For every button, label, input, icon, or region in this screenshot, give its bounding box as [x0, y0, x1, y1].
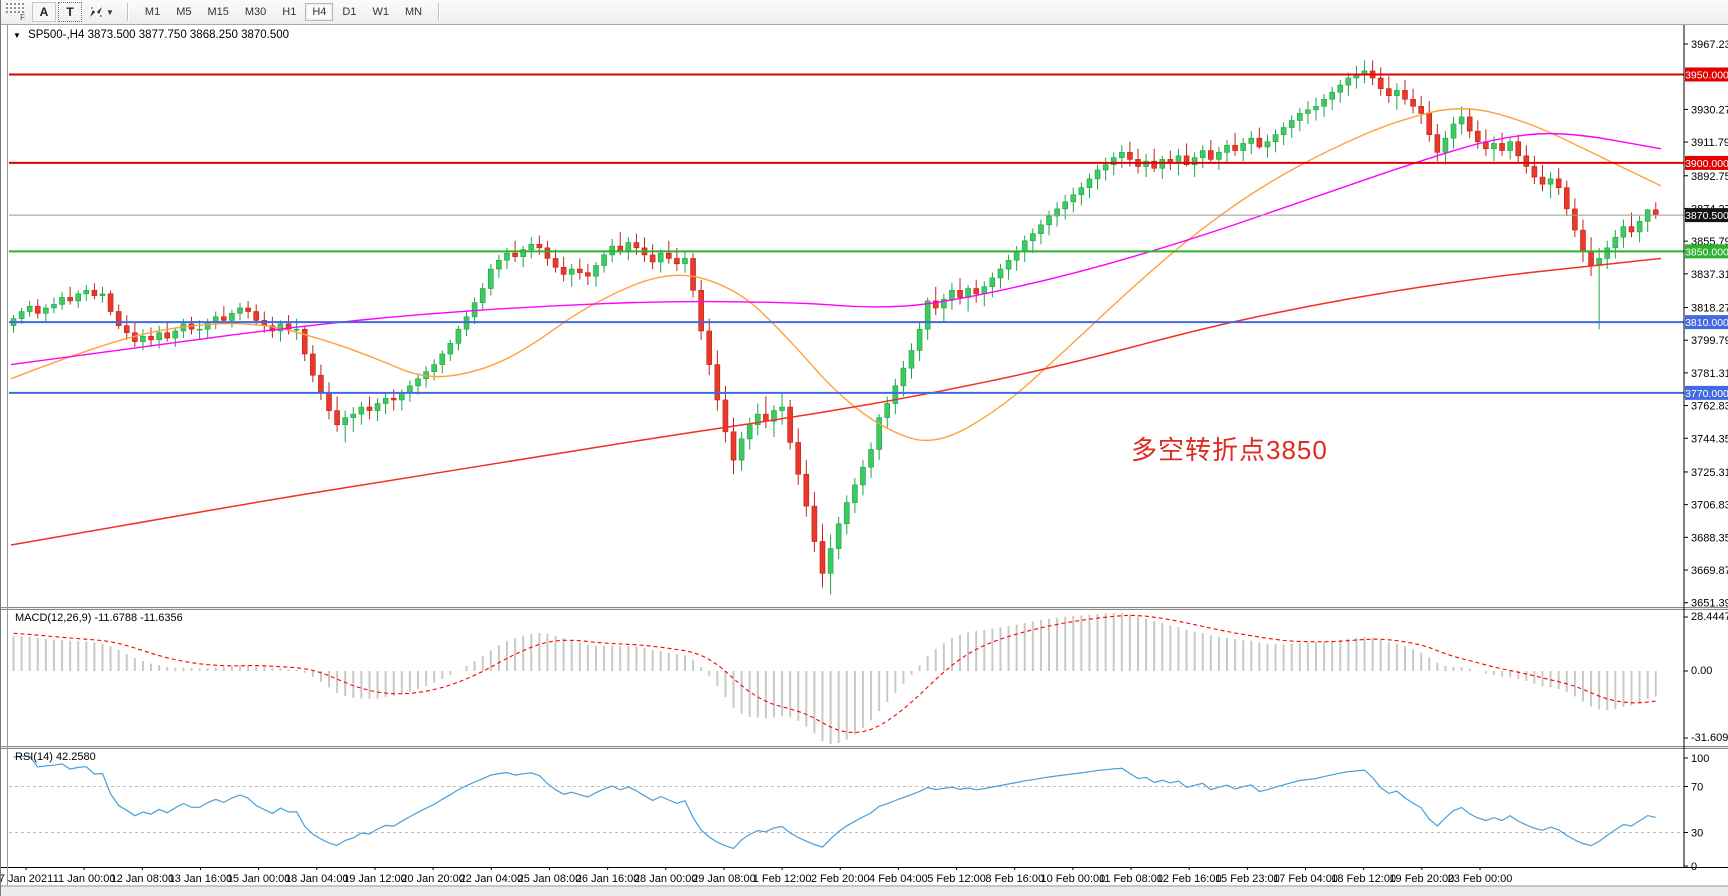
svg-text:23 Feb 00:00: 23 Feb 00:00: [1448, 873, 1513, 885]
svg-text:25 Jan 08:00: 25 Jan 08:00: [518, 873, 582, 885]
candles-layer: [10, 60, 1659, 595]
timeframe-h4-button[interactable]: H4: [305, 3, 334, 21]
toolbar-separator: [126, 3, 129, 21]
toolbar-separator-end: [438, 3, 441, 21]
price-badge-3900: [1685, 155, 1728, 170]
price-axis[interactable]: 3967.2303930.2703911.7903892.7503874.270…: [1683, 24, 1728, 873]
chart-title: ▼ SP500-,H4 3873.500 3877.750 3868.250 3…: [13, 29, 289, 41]
bid-price-badge: [1685, 208, 1728, 223]
svg-text:3967.230: 3967.230: [1691, 39, 1728, 51]
svg-text:3669.870: 3669.870: [1691, 565, 1728, 577]
svg-text:3810.000: 3810.000: [1685, 317, 1728, 329]
svg-text:3911.790: 3911.790: [1691, 137, 1728, 149]
svg-text:1 Feb 12:00: 1 Feb 12:00: [753, 873, 812, 885]
timeframe-m15-button[interactable]: M15: [200, 3, 235, 21]
timeframe-m1-button[interactable]: M1: [138, 3, 167, 21]
toolbar: F A T ▼ M1 M5 M15 M30 H1 H4 D1 W1 MN: [1, 0, 1728, 25]
grip-f-label: F: [20, 13, 25, 22]
price-badge-3810: [1685, 315, 1728, 330]
svg-text:11 Feb 08:00: 11 Feb 08:00: [1099, 873, 1163, 885]
svg-text:26 Jan 16:00: 26 Jan 16:00: [576, 873, 640, 885]
price-badge-3850: [1685, 244, 1728, 259]
svg-text:11 Jan 00:00: 11 Jan 00:00: [53, 873, 116, 885]
timeframe-mn-button[interactable]: MN: [398, 3, 429, 21]
svg-text:22 Jan 04:00: 22 Jan 04:00: [459, 873, 523, 885]
svg-text:3930.270: 3930.270: [1691, 104, 1728, 116]
svg-text:29 Jan 08:00: 29 Jan 08:00: [692, 873, 756, 885]
svg-text:100: 100: [1691, 753, 1709, 765]
svg-text:3818.270: 3818.270: [1691, 303, 1728, 315]
status-strip: [1, 886, 1728, 896]
svg-text:3799.790: 3799.790: [1691, 335, 1728, 347]
macd-panel: [12, 613, 1657, 744]
rsi-indicator-label: RSI(14) 42.2580: [15, 751, 96, 763]
dropdown-caret-icon: ▼: [106, 7, 114, 17]
text-label-tool-button[interactable]: T: [58, 2, 82, 22]
svg-text:19 Jan 12:00: 19 Jan 12:00: [343, 873, 407, 885]
svg-text:3900.000: 3900.000: [1685, 158, 1728, 170]
price-badge-3950: [1685, 67, 1728, 82]
svg-text:4 Feb 04:00: 4 Feb 04:00: [869, 873, 928, 885]
fast-ma-orange: [10, 108, 1662, 442]
slow-ma-red: [10, 257, 1662, 546]
svg-text:2 Feb 20:00: 2 Feb 20:00: [811, 873, 870, 885]
timeframe-w1-button[interactable]: W1: [365, 3, 396, 21]
svg-text:-31.6096: -31.6096: [1691, 732, 1728, 744]
timeframe-m30-button[interactable]: M30: [238, 3, 273, 21]
svg-text:13 Jan 16:00: 13 Jan 16:00: [169, 873, 233, 885]
collapse-arrow-icon[interactable]: ▼: [13, 31, 21, 40]
svg-text:5 Feb 12:00: 5 Feb 12:00: [927, 873, 986, 885]
timeframe-h1-button[interactable]: H1: [275, 3, 303, 21]
svg-text:3706.830: 3706.830: [1691, 500, 1728, 512]
svg-text:0.00: 0.00: [1691, 665, 1712, 677]
text-annotation-button[interactable]: A: [32, 2, 56, 22]
svg-text:3781.310: 3781.310: [1691, 368, 1728, 380]
symbol-period-label: SP500-,H4: [28, 29, 85, 41]
svg-text:15 Jan 00:00: 15 Jan 00:00: [227, 873, 291, 885]
svg-text:3770.000: 3770.000: [1685, 388, 1728, 400]
chart-annotation-text: 多空转折点3850: [1131, 435, 1328, 465]
svg-text:3744.350: 3744.350: [1691, 433, 1728, 445]
svg-text:28.4447: 28.4447: [1691, 611, 1728, 623]
rsi-line: [13, 755, 1656, 850]
toolbar-grip[interactable]: F: [5, 2, 25, 22]
svg-text:3892.750: 3892.750: [1691, 171, 1728, 183]
svg-text:3651.390: 3651.390: [1691, 598, 1728, 610]
svg-text:10 Feb 00:00: 10 Feb 00:00: [1040, 873, 1105, 885]
svg-text:12 Feb 16:00: 12 Feb 16:00: [1157, 873, 1222, 885]
svg-text:70: 70: [1691, 782, 1703, 794]
timeframe-m5-button[interactable]: M5: [169, 3, 198, 21]
svg-text:15 Feb 23:00: 15 Feb 23:00: [1215, 873, 1280, 885]
rsi-panel: [9, 755, 1684, 850]
svg-text:30: 30: [1691, 828, 1703, 840]
grip-dots-icon: [5, 2, 25, 14]
svg-text:3837.310: 3837.310: [1691, 269, 1728, 281]
svg-text:17 Feb 04:00: 17 Feb 04:00: [1273, 873, 1338, 885]
macd-indicator-label: MACD(12,26,9) -11.6788 -11.6356: [15, 612, 183, 624]
price-badge-3770: [1685, 385, 1728, 400]
svg-text:18 Jan 04:00: 18 Jan 04:00: [285, 873, 349, 885]
svg-text:3725.310: 3725.310: [1691, 467, 1728, 479]
svg-text:19 Feb 20:00: 19 Feb 20:00: [1389, 873, 1454, 885]
svg-text:12 Jan 08:00: 12 Jan 08:00: [111, 873, 175, 885]
pointer-tool-button[interactable]: ▼: [84, 1, 118, 23]
svg-text:3850.000: 3850.000: [1685, 246, 1728, 258]
svg-text:18 Feb 12:00: 18 Feb 12:00: [1331, 873, 1396, 885]
svg-text:3950.000: 3950.000: [1685, 69, 1728, 81]
svg-text:3762.830: 3762.830: [1691, 401, 1728, 413]
window-left-border: [7, 24, 8, 886]
svg-text:7 Jan 2021: 7 Jan 2021: [1, 873, 53, 885]
svg-text:20 Jan 20:00: 20 Jan 20:00: [401, 873, 465, 885]
macd-signal-line: [13, 614, 1656, 734]
svg-text:28 Jan 00:00: 28 Jan 00:00: [634, 873, 698, 885]
pointer-tool-icon: [90, 7, 102, 17]
ohlc-values: 3873.500 3877.750 3868.250 3870.500: [87, 29, 290, 41]
svg-text:3688.350: 3688.350: [1691, 532, 1728, 544]
svg-text:8 Feb 16:00: 8 Feb 16:00: [985, 873, 1044, 885]
svg-text:3870.500: 3870.500: [1685, 210, 1728, 222]
timeframe-d1-button[interactable]: D1: [335, 3, 363, 21]
